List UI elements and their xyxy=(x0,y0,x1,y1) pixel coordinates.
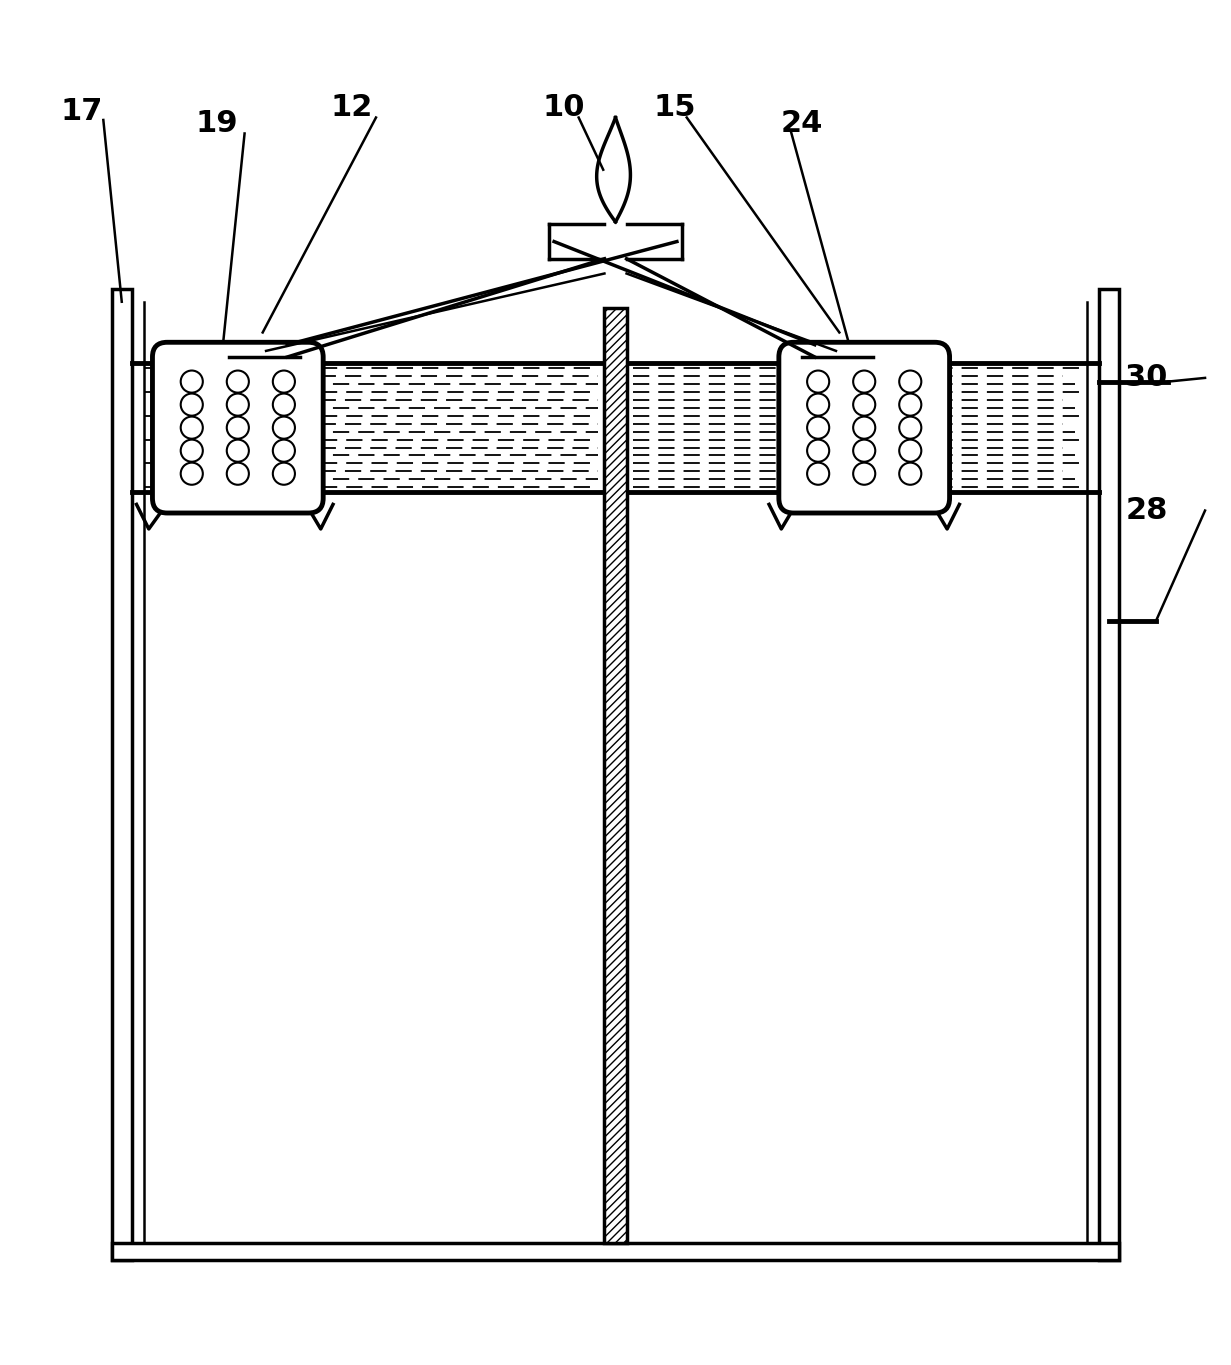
FancyBboxPatch shape xyxy=(153,343,324,513)
Text: 10: 10 xyxy=(543,93,585,123)
Text: 15: 15 xyxy=(654,93,696,123)
Bar xyxy=(112,289,132,1260)
Text: 24: 24 xyxy=(780,109,824,138)
Text: 30: 30 xyxy=(1125,363,1167,392)
Bar xyxy=(112,1242,1119,1260)
Text: 28: 28 xyxy=(1125,495,1167,526)
Bar xyxy=(1099,289,1119,1260)
FancyBboxPatch shape xyxy=(779,343,949,513)
Bar xyxy=(604,308,627,1242)
Text: 19: 19 xyxy=(194,109,238,138)
Text: 12: 12 xyxy=(330,93,373,123)
Text: 17: 17 xyxy=(60,97,102,126)
